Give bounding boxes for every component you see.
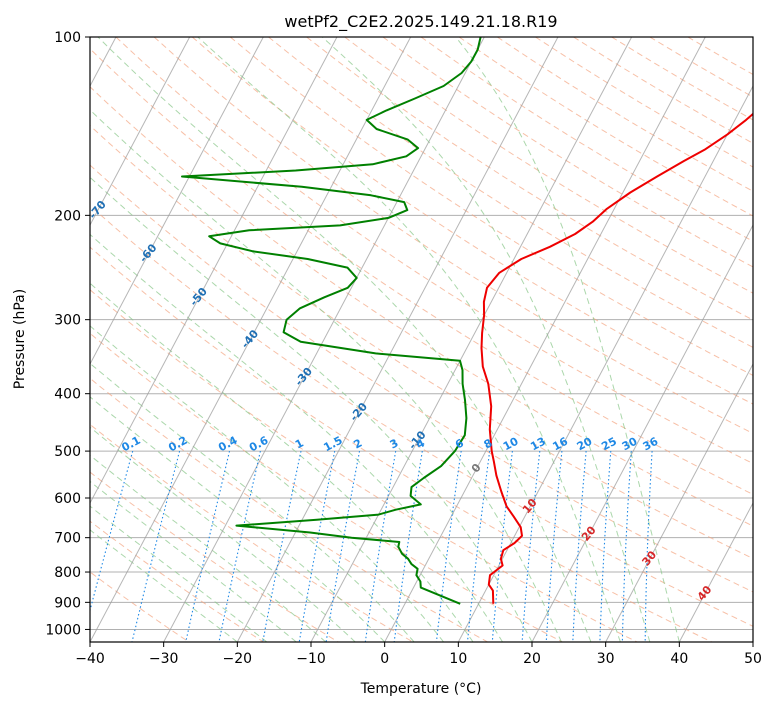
dry-adiabat xyxy=(90,164,753,593)
moist-adiabat xyxy=(90,454,327,642)
mixing-ratio-line xyxy=(90,450,134,613)
y-axis-ticks: 100 200 300 400 500 600 700 800 900 1000 xyxy=(45,30,90,638)
skewed-isotherm xyxy=(90,37,264,366)
skewed-isotherm xyxy=(236,37,559,642)
mixing-ratio-line xyxy=(262,450,302,642)
skewed-isotherm xyxy=(752,640,753,642)
mixing-ratio-line xyxy=(185,450,231,642)
mixing-ratio-line xyxy=(466,451,491,642)
temperature-profile xyxy=(480,112,753,604)
mixing-ratio-line xyxy=(393,451,423,642)
mixing-ratio-label: 10 xyxy=(501,435,521,454)
moist-adiabat xyxy=(90,426,356,642)
skewed-isotherm xyxy=(384,37,706,642)
mixing-ratio-line xyxy=(545,451,563,642)
x-tick-label: 0 xyxy=(380,651,389,667)
skewed-isotherm xyxy=(90,37,338,505)
y-tick-label: 400 xyxy=(54,387,81,403)
mixing-ratio-lines xyxy=(90,450,653,642)
plot-content: -100-90-80-70-60-50-40-30-20-100 0.10.20… xyxy=(0,37,753,642)
moist-adiabat xyxy=(455,37,680,642)
moist-adiabat xyxy=(90,109,562,642)
moist-adiabat xyxy=(321,37,651,642)
moist-adiabat xyxy=(197,37,621,642)
mixing-ratio-line xyxy=(621,451,632,642)
moist-adiabat xyxy=(90,282,474,642)
moist-adiabat xyxy=(90,480,297,642)
x-axis-ticks: −40 −30 −20 −10 0 10 20 30 40 50 xyxy=(75,642,762,667)
x-tick-label: 20 xyxy=(523,651,541,667)
mixing-ratio-line xyxy=(599,451,612,642)
y-tick-label: 900 xyxy=(54,595,81,611)
mixing-ratio-line xyxy=(298,450,336,642)
skewed-isotherm xyxy=(90,37,412,642)
chart-title: wetPf2_C2E2.2025.149.21.18.R19 xyxy=(284,12,557,32)
x-tick-label: 30 xyxy=(597,651,615,667)
skewed-isotherm xyxy=(678,501,753,642)
y-tick-label: 1000 xyxy=(45,622,81,638)
plot-frame xyxy=(89,36,754,643)
mixing-ratio-label: 16 xyxy=(550,435,570,454)
isotherm-label: -90 xyxy=(0,117,5,141)
x-tick-label: 40 xyxy=(670,651,688,667)
dry-adiabats xyxy=(90,37,753,642)
y-tick-label: 100 xyxy=(54,30,81,46)
mixing-ratio-line xyxy=(435,451,462,642)
mixing-ratio-label: 20 xyxy=(575,435,595,454)
skewed-isotherm xyxy=(90,37,191,227)
dry-adiabat xyxy=(90,289,638,642)
y-axis-label: Pressure (hPa) xyxy=(12,289,28,389)
dry-adiabat xyxy=(90,377,488,642)
y-tick-label: 500 xyxy=(54,444,81,460)
x-tick-label: 50 xyxy=(744,651,762,667)
skewed-isotherm xyxy=(310,37,633,642)
mixing-ratio-line xyxy=(644,451,653,642)
dewpoint-profile xyxy=(181,37,482,605)
skewed-isotherm xyxy=(605,362,753,642)
y-tick-label: 700 xyxy=(54,531,81,547)
x-tick-label: −20 xyxy=(223,651,253,667)
dry-adiabat xyxy=(90,86,753,527)
moist-adiabat xyxy=(90,176,533,642)
y-tick-label: 200 xyxy=(54,208,81,224)
x-tick-label: −30 xyxy=(149,651,179,667)
moist-adiabat xyxy=(90,325,444,642)
dry-adiabat xyxy=(90,571,190,642)
mixing-ratio-line xyxy=(131,450,181,642)
x-tick-label: 10 xyxy=(449,651,467,667)
moist-adiabat xyxy=(97,37,592,642)
mixing-ratio-line xyxy=(218,450,261,642)
x-tick-label: −40 xyxy=(75,651,105,667)
dry-adiabat xyxy=(90,471,339,642)
x-axis-label: Temperature (°C) xyxy=(360,681,482,697)
mixing-ratio-line xyxy=(572,451,587,642)
isotherm-label: -80 xyxy=(32,161,55,185)
skewed-isotherms xyxy=(90,37,753,642)
dry-adiabat xyxy=(90,204,753,627)
skewed-isotherm xyxy=(531,223,753,642)
mixing-ratio-line xyxy=(521,451,541,642)
mixing-ratio-line xyxy=(491,451,513,642)
y-tick-label: 600 xyxy=(54,491,81,507)
mixing-ratio-label: 13 xyxy=(528,435,548,454)
mixing-ratio-label: 25 xyxy=(599,435,619,454)
mixing-ratio-label: 36 xyxy=(641,435,661,454)
dry-adiabat xyxy=(90,246,712,642)
y-tick-label: 300 xyxy=(54,313,81,329)
profile-lines xyxy=(181,37,753,605)
x-tick-label: −10 xyxy=(296,651,326,667)
moist-adiabat xyxy=(90,396,386,642)
skewed-isotherm xyxy=(163,37,485,642)
skewed-isotherm xyxy=(457,84,753,642)
dry-adiabat xyxy=(90,48,753,495)
dry-adiabat xyxy=(90,332,563,642)
dry-adiabat xyxy=(90,124,753,560)
mixing-ratio-line xyxy=(325,451,361,642)
mixing-ratio-label: 30 xyxy=(620,435,640,454)
moist-adiabats xyxy=(90,37,680,642)
moist-adiabat xyxy=(90,233,503,642)
y-tick-label: 800 xyxy=(54,565,81,581)
